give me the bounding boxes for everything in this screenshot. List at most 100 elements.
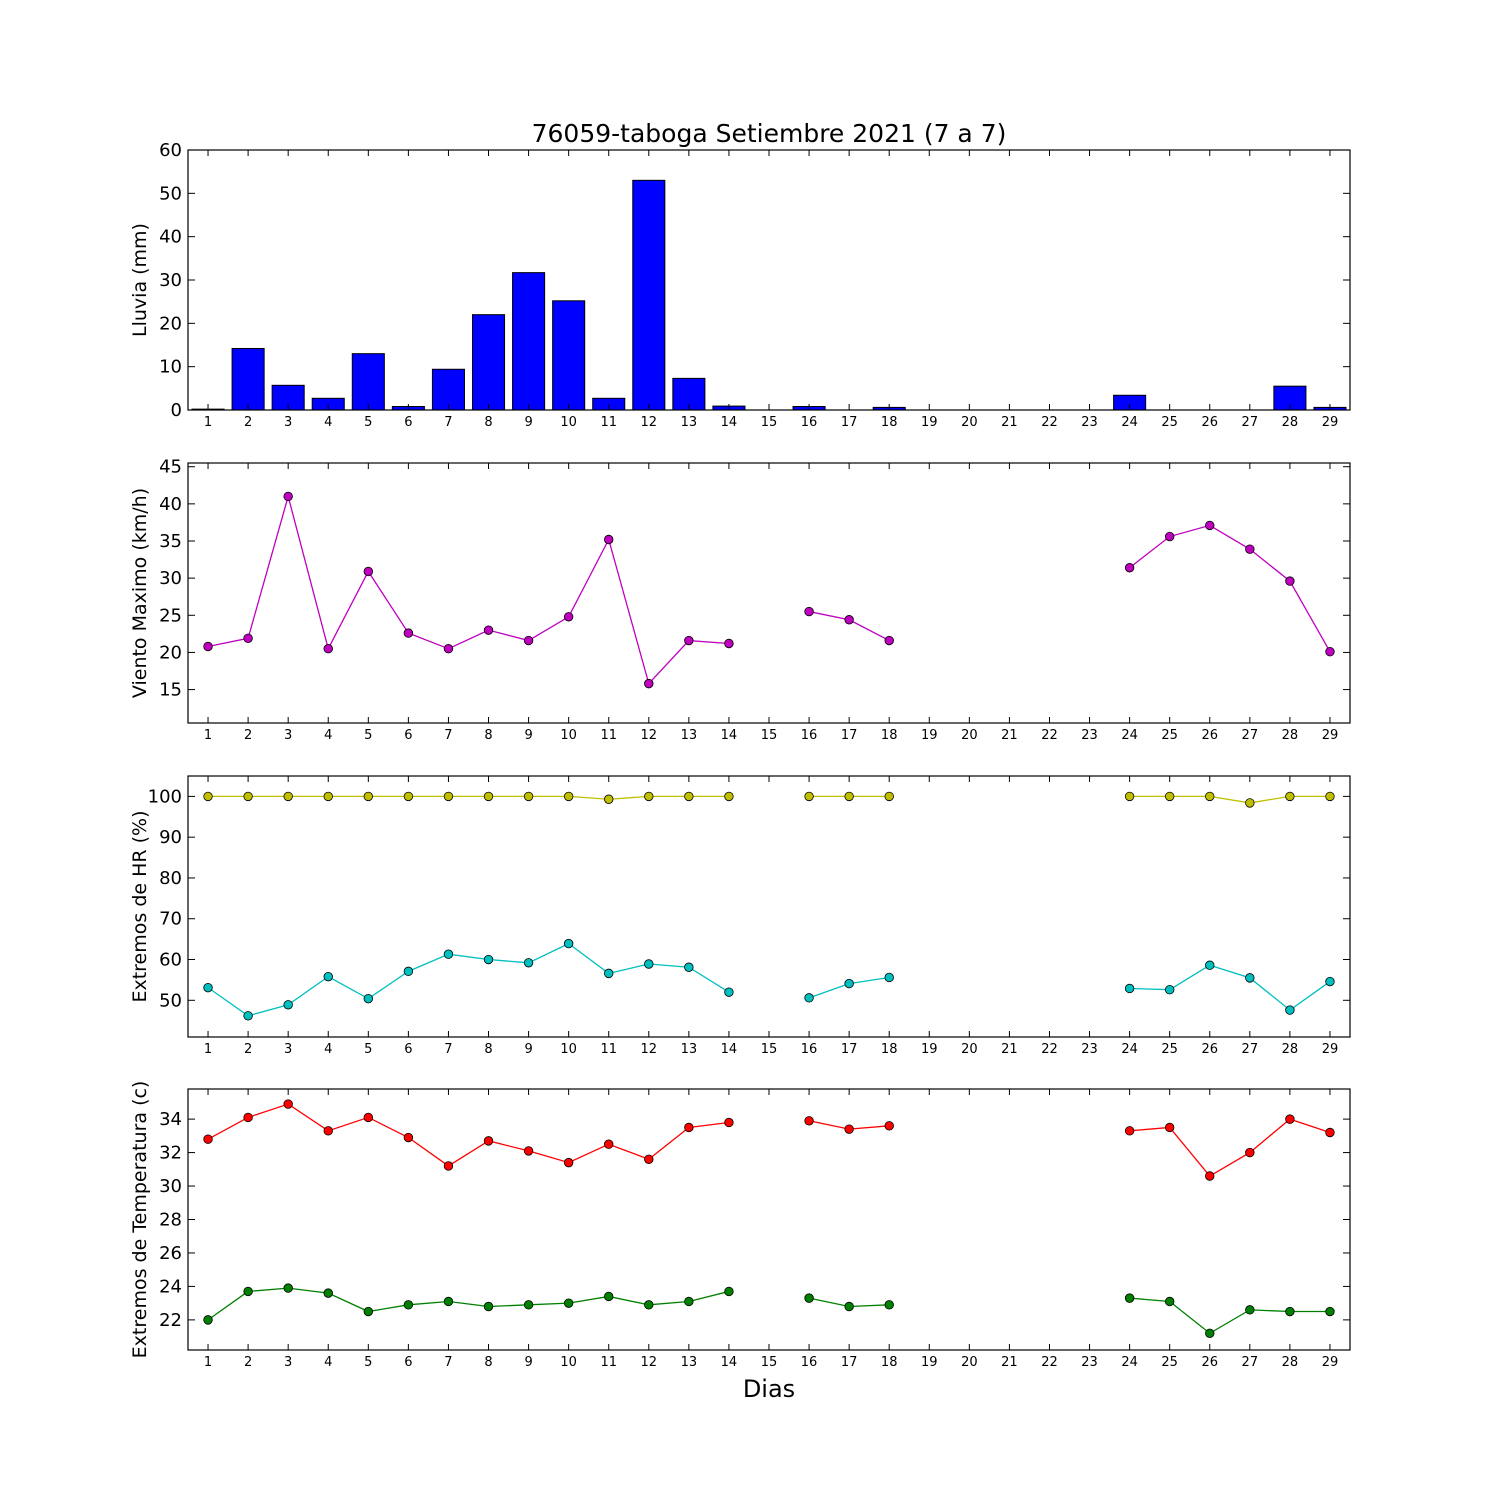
x-tick-label: 7 (444, 415, 452, 430)
x-tick-label: 18 (881, 1355, 898, 1370)
series-1-point-day-1 (203, 641, 213, 652)
x-tick-label: 15 (761, 1042, 778, 1057)
x-tick-label: 16 (801, 1042, 818, 1057)
x-tick-label: 13 (681, 1355, 698, 1370)
x-tick-label: 28 (1282, 1355, 1299, 1370)
series-2-line-1 (207, 1287, 730, 1321)
x-tick-label: 1 (204, 415, 212, 430)
x-tick-label: 29 (1322, 728, 1339, 743)
series-1-point-day-26 (1205, 520, 1215, 531)
x-tick-label: 10 (560, 415, 577, 430)
series-1-point-day-18 (884, 635, 894, 646)
series-1-point-day-27 (1245, 1147, 1255, 1158)
series-2-point-day-9 (523, 958, 534, 968)
series-1-point-day-7 (443, 644, 454, 654)
series-1-line-3 (1129, 524, 1331, 653)
x-tick-label: 8 (484, 1355, 492, 1370)
series-2-point-day-18 (884, 1300, 894, 1310)
x-tick-label: 25 (1161, 415, 1178, 430)
series-1-point-day-10 (563, 791, 574, 802)
x-tick-label: 13 (681, 728, 698, 743)
series-2-point-day-16 (804, 1293, 814, 1303)
series-2-point-day-11 (604, 968, 614, 979)
x-tick-label: 7 (444, 1042, 452, 1057)
y-tick-label: 24 (159, 1276, 182, 1297)
y-tick-label: 30 (159, 1176, 182, 1197)
x-tick-label: 23 (1081, 1355, 1098, 1370)
x-tick-label: 16 (801, 1355, 818, 1370)
series-2-line-3 (1129, 964, 1331, 1011)
x-tick-label: 19 (921, 415, 938, 430)
y-tick-label: 40 (159, 227, 182, 248)
x-tick-label: 12 (641, 1355, 658, 1370)
series-2-point-day-29 (1325, 1306, 1335, 1317)
series-2-point-day-25 (1164, 1296, 1175, 1307)
series-1-point-day-5 (363, 791, 374, 802)
x-tick-label: 14 (721, 728, 738, 743)
x-tick-label: 14 (721, 415, 738, 430)
y-tick-label: 30 (159, 270, 182, 291)
x-tick-label: 2 (244, 1042, 252, 1057)
series-1-point-day-3 (283, 1099, 293, 1109)
series-1-point-day-12 (644, 1154, 654, 1164)
series-1-point-day-3 (283, 791, 293, 802)
y-tick-label: 22 (159, 1310, 182, 1331)
series-2-point-day-5 (363, 993, 374, 1004)
x-tick-label: 22 (1041, 415, 1058, 430)
x-tick-label: 21 (1001, 1042, 1018, 1057)
x-tick-label: 4 (324, 1042, 332, 1057)
bar-day-5 (351, 353, 385, 411)
y-tick-label: 80 (159, 868, 182, 889)
x-tick-label: 15 (761, 728, 778, 743)
x-tick-label: 22 (1041, 1355, 1058, 1370)
x-tick-label: 8 (484, 1042, 492, 1057)
series-1-point-day-11 (604, 794, 614, 804)
x-tick-label: 4 (324, 415, 332, 430)
series-2-point-day-17 (844, 978, 854, 989)
series-1-point-day-18 (884, 791, 894, 802)
x-tick-label: 14 (721, 1042, 738, 1057)
x-tick-label: 9 (524, 415, 532, 430)
x-tick-label: 19 (921, 1355, 938, 1370)
series-1-point-day-25 (1164, 1122, 1175, 1133)
series-1-point-day-2 (243, 633, 253, 644)
y-axis-label-4: Extremos de Temperatura (c) (129, 1081, 151, 1359)
y-tick-label: 20 (159, 313, 182, 334)
series-1-point-day-24 (1124, 563, 1135, 573)
x-tick-label: 1 (204, 1042, 212, 1057)
x-tick-label: 25 (1161, 1042, 1178, 1057)
chart-title: 76059-taboga Setiembre 2021 (7 a 7) (532, 119, 1007, 148)
x-tick-label: 23 (1081, 415, 1098, 430)
x-tick-label: 18 (881, 1042, 898, 1057)
x-tick-label: 20 (961, 1355, 978, 1370)
series-2-point-day-28 (1285, 1306, 1295, 1317)
series-1-point-day-17 (844, 615, 854, 625)
y-axis-label-3: Extremos de HR (%) (129, 810, 151, 1002)
series-1-point-day-6 (403, 628, 414, 638)
y-tick-label: 70 (159, 909, 182, 930)
series-2-point-day-3 (283, 1000, 293, 1010)
series-1-point-day-6 (403, 791, 414, 802)
x-tick-label: 28 (1282, 1042, 1299, 1057)
series-2-point-day-4 (323, 971, 333, 982)
x-tick-label: 6 (404, 1355, 412, 1370)
series-1-point-day-16 (804, 1116, 814, 1126)
x-tick-label: 20 (961, 728, 978, 743)
y-tick-label: 26 (159, 1243, 182, 1264)
x-tick-label: 21 (1001, 415, 1018, 430)
y-tick-label: 45 (159, 457, 182, 478)
series-2-point-day-6 (403, 966, 414, 977)
x-tick-label: 21 (1001, 728, 1018, 743)
x-tick-label: 18 (881, 415, 898, 430)
y-tick-label: 15 (159, 680, 182, 701)
series-2-point-day-27 (1245, 973, 1255, 983)
series-2-point-day-14 (724, 987, 734, 997)
series-1-point-day-13 (684, 635, 694, 646)
x-tick-label: 6 (404, 728, 412, 743)
x-axis-label: Dias (743, 1375, 795, 1403)
y-tick-label: 40 (159, 494, 182, 515)
series-2-point-day-5 (363, 1306, 374, 1317)
